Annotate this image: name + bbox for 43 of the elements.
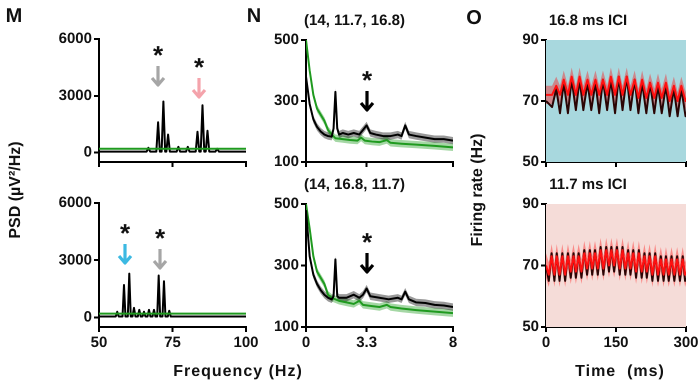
- y-tick-label: 3000: [58, 251, 92, 268]
- y-tick-label: 300: [274, 256, 299, 274]
- x-tick-label: 3.3: [356, 334, 378, 352]
- y-tick-label: 70: [522, 92, 539, 110]
- x-tick-label: 150: [603, 334, 629, 352]
- y-tick-label: 0: [84, 144, 92, 161]
- y-tick-label: 90: [522, 195, 539, 212]
- y-tick-label: 50: [522, 153, 539, 170]
- chart-title: (14, 16.8, 11.7): [304, 176, 405, 194]
- text: O: [466, 7, 482, 29]
- text: N: [246, 5, 262, 27]
- y-tick-label: 100: [274, 153, 299, 170]
- chart-title: 11.7 ms ICI: [549, 176, 627, 194]
- x-tick-label: 8: [448, 334, 458, 352]
- x-tick-label: 0: [302, 334, 310, 352]
- y-tick-label: 70: [522, 256, 539, 274]
- x-tick-label: 75: [164, 334, 181, 352]
- text: M: [6, 5, 22, 27]
- y-tick-label: 100: [274, 318, 299, 336]
- y-tick-label: 500: [274, 31, 299, 48]
- y-axis-title: PSD (µV²/Hz): [7, 141, 25, 239]
- annotation: *: [362, 65, 372, 95]
- y-tick-label: 300: [274, 92, 299, 110]
- annotation: *: [194, 52, 204, 82]
- annotation: *: [362, 227, 372, 257]
- chart-title: (14, 11.7, 16.8): [304, 12, 405, 30]
- x-tick-label: 0: [542, 334, 550, 352]
- annotation: *: [154, 223, 166, 253]
- y-tick-label: 6000: [58, 194, 92, 212]
- x-axis-title: Time (ms): [575, 363, 665, 381]
- y-tick-label: 90: [522, 31, 539, 48]
- y-tick-label: 500: [274, 195, 299, 212]
- y-tick-label: 50: [522, 318, 539, 336]
- y-tick-label: 3000: [58, 86, 92, 104]
- x-tick-label: 100: [233, 334, 259, 352]
- y-tick-label: 0: [84, 308, 92, 326]
- y-axis-title: Firing rate (Hz): [469, 134, 487, 246]
- annotation: *: [120, 218, 130, 248]
- x-axis-title: Frequency (Hz): [173, 363, 303, 381]
- x-tick-label: 300: [673, 334, 699, 352]
- chart-title: 16.8 ms ICI: [548, 12, 628, 30]
- y-tick-label: 6000: [58, 30, 92, 48]
- annotation: *: [152, 40, 164, 70]
